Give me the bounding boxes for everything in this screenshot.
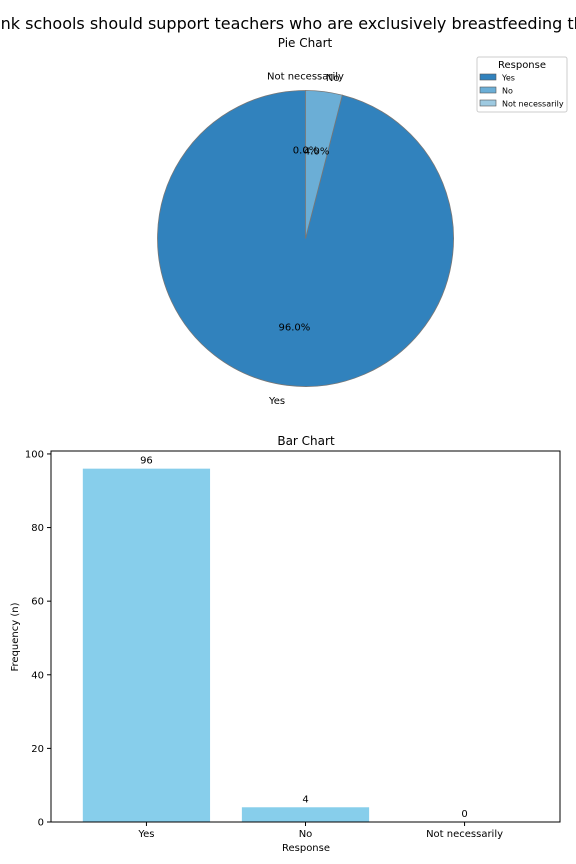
x-tick-label-no: No [299,829,313,840]
legend-title: Response [498,60,546,71]
legend-label-yes: Yes [501,74,515,83]
y-tick-label-100: 100 [25,449,44,460]
pie-slices [157,90,454,387]
pie-labels: Yes 96.0% No 4.0% Not necessarily 0.0% [267,72,344,407]
pie-legend: Response Yes No Not necessarily [476,56,568,113]
x-tick-label-yes: Yes [137,829,154,840]
pie-category-label-no: No [326,73,340,84]
bar-value-labels: 96 4 0 [140,456,468,820]
bar-value-label-no: 4 [302,794,308,805]
y-axis-label: Frequency (n) [10,602,21,671]
pie-percent-label-yes: 96.0% [278,323,310,334]
y-tick-label-0: 0 [38,818,44,829]
pie-percent-label-no: 4.0% [304,146,329,157]
legend-frame [476,56,568,113]
x-tick-label-not-necessarily: Not necessarily [426,829,503,840]
figure-title: ink schools should support teachers who … [0,14,576,33]
y-tick-label-40: 40 [31,670,44,681]
pie-chart-title: Pie Chart [278,36,333,50]
bar-chart-title: Bar Chart [277,434,335,448]
bar-value-label-not-necessarily: 0 [461,809,467,820]
bars [82,468,370,822]
legend-swatch-no [479,86,497,94]
pie-slice-no [305,90,343,239]
bar-no [241,807,370,822]
y-tick-label-20: 20 [31,744,44,755]
legend-label-no: No [502,87,513,96]
y-tick-label-60: 60 [31,597,44,608]
x-axis-label: Response [282,843,330,854]
y-axis-ticks: 0 20 40 60 80 100 [25,449,51,829]
pie-chart: Pie Chart Yes 96.0% No 4.0% Not necessarily 0… [157,36,454,407]
legend-label-not-necessarily: Not necessarily [502,100,564,109]
legend-swatch-not-necessarily [479,99,497,107]
legend-items: Yes No Not necessarily [479,73,564,109]
bar-value-label-yes: 96 [140,456,153,467]
y-tick-label-80: 80 [31,523,44,534]
legend-swatch-yes [479,73,497,81]
pie-category-label-not-necessarily: Not necessarily [267,72,344,83]
x-axis-ticks: Yes No Not necessarily [137,822,503,840]
pie-percent-label-not-necessarily: 0.0% [293,146,318,157]
pie-category-label-yes: Yes [268,396,285,407]
bar-yes [82,468,211,822]
